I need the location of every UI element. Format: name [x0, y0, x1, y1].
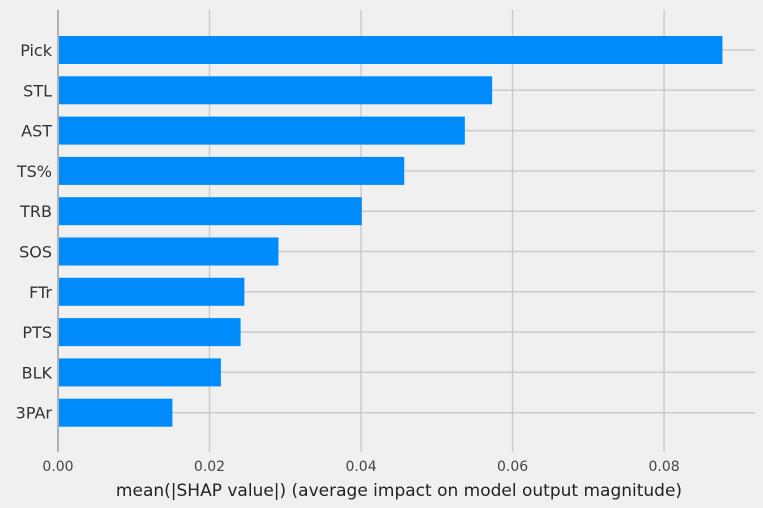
bar-ast	[58, 116, 465, 145]
x-tick-label: 0.00	[42, 459, 73, 475]
bar-pts	[58, 318, 241, 347]
bar-pick	[58, 36, 723, 64]
x-tick-label: 0.08	[649, 459, 680, 475]
y-tick-label: AST	[21, 122, 52, 141]
bar-trb	[58, 197, 362, 226]
bar-ftr	[58, 277, 245, 306]
x-tick-label: 0.06	[497, 459, 528, 475]
y-tick-label: TS%	[16, 162, 52, 181]
x-tick-label: 0.02	[194, 459, 225, 475]
y-tick-label: FTr	[29, 283, 52, 302]
y-tick-label: PTS	[22, 323, 52, 342]
bar-ts	[58, 156, 405, 185]
bar-blk	[58, 358, 221, 387]
x-tick-labels: 0.00 0.02 0.04 0.06 0.08	[42, 459, 679, 475]
bars	[58, 36, 723, 427]
y-tick-label: SOS	[19, 243, 52, 262]
y-tick-label: 3PAr	[16, 404, 53, 423]
y-tick-labels: Pick STL AST TS% TRB SOS FTr PTS BLK 3PAr	[16, 41, 53, 423]
y-tick-label: Pick	[20, 41, 53, 60]
y-tick-label: TRB	[19, 202, 52, 221]
y-tick-label: STL	[23, 81, 52, 100]
bar-stl	[58, 76, 493, 105]
y-tick-label: BLK	[22, 363, 53, 382]
x-tick-label: 0.04	[345, 459, 376, 475]
x-axis-label: mean(|SHAP value|) (average impact on mo…	[116, 481, 682, 501]
bar-3par	[58, 398, 173, 427]
bar-sos	[58, 237, 279, 266]
